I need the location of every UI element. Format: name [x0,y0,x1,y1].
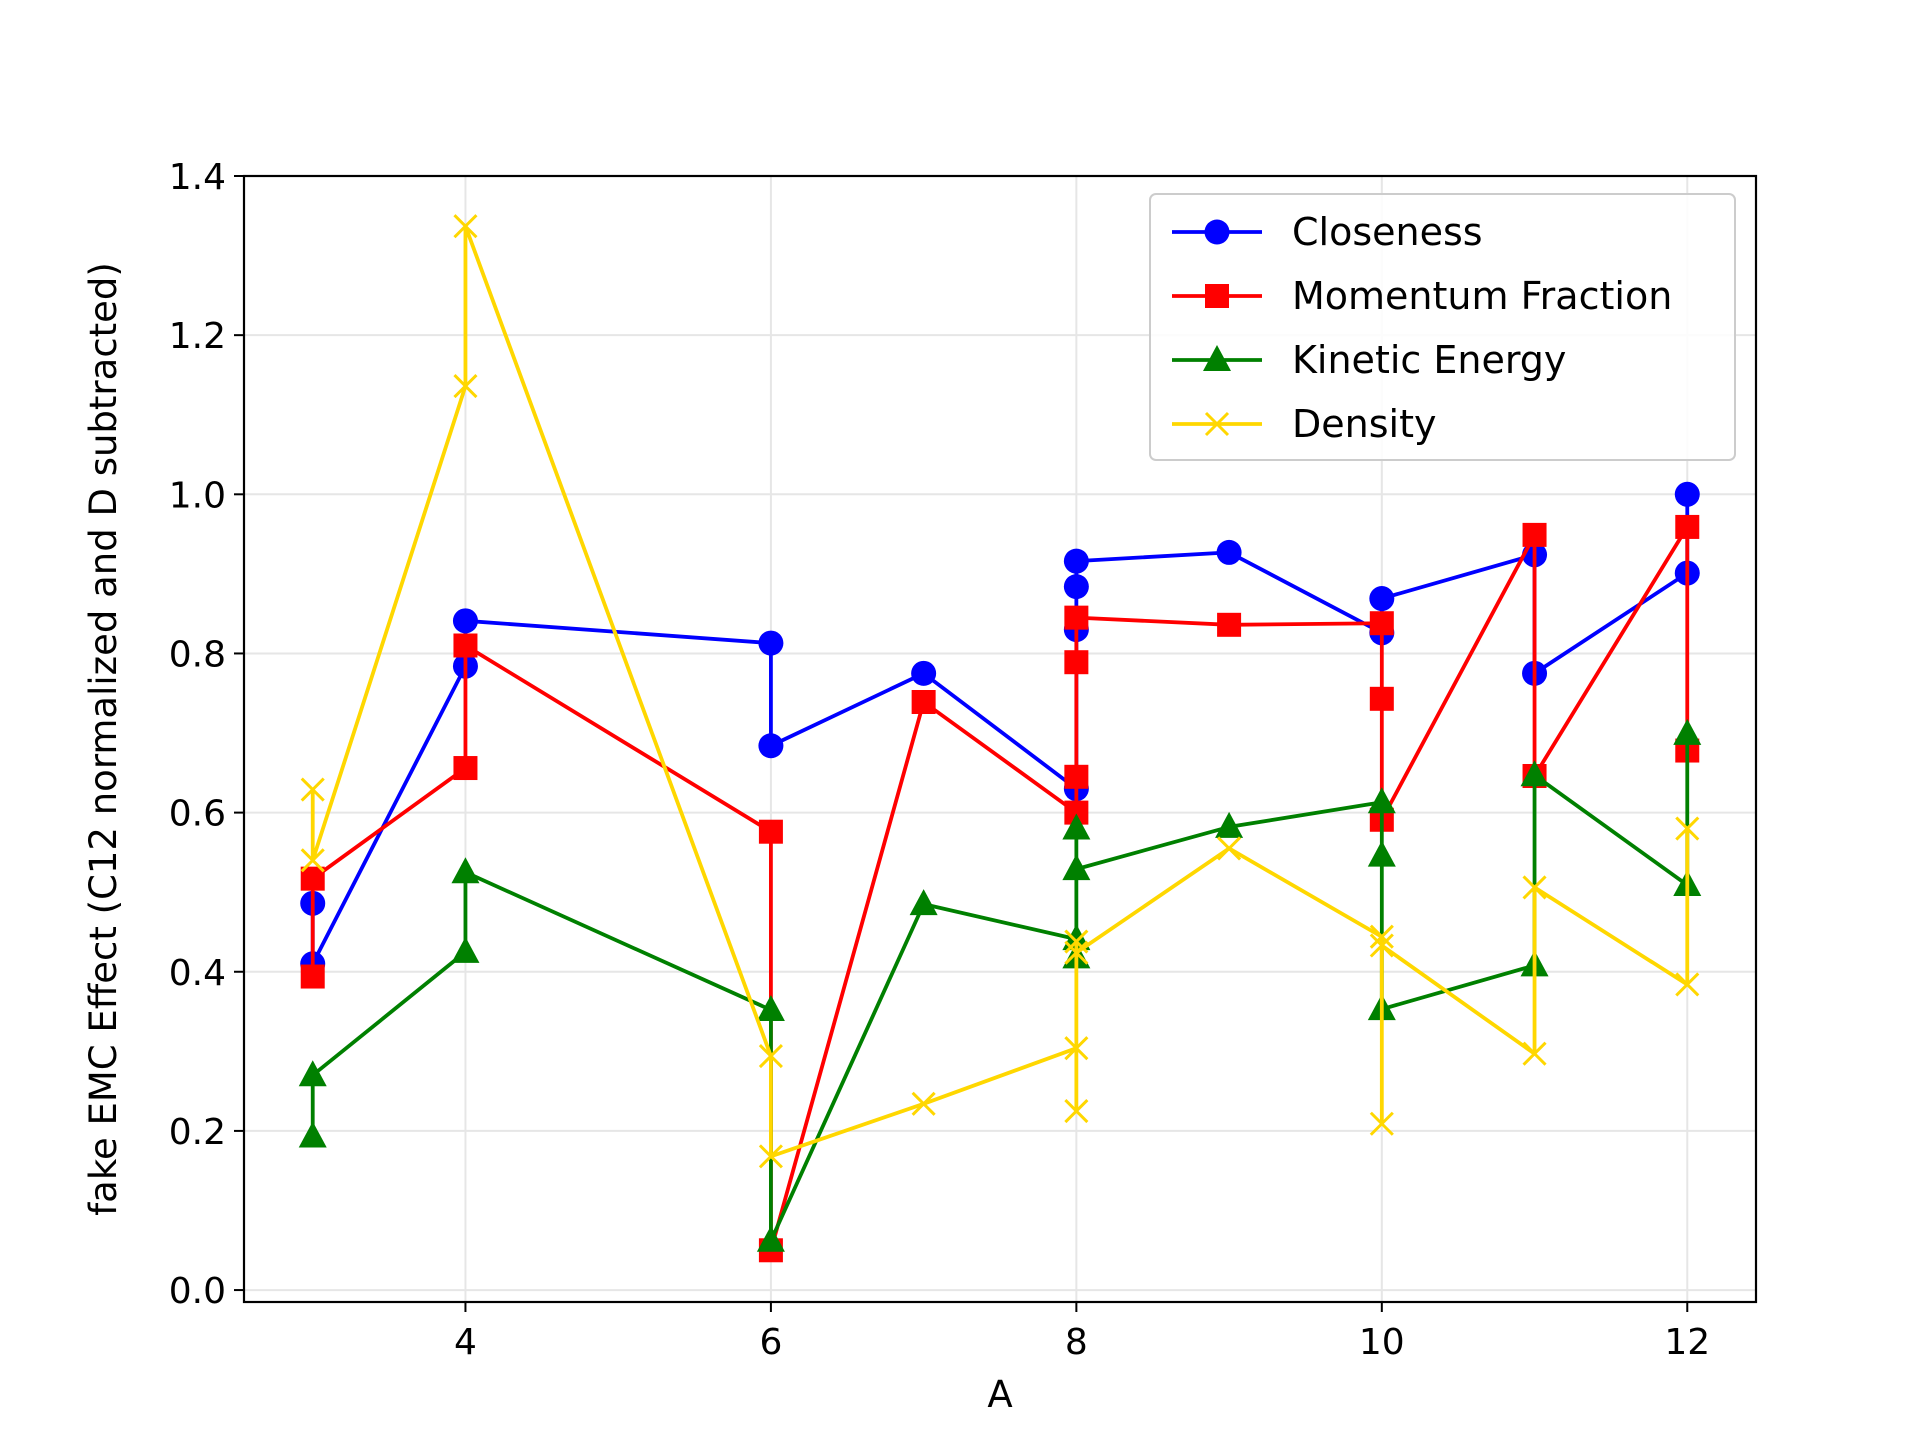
data-point-momentum-fraction [1675,514,1700,539]
legend-marker-closeness [1204,219,1230,245]
data-point-density [1369,924,1394,949]
data-point-momentum-fraction [1522,522,1547,547]
data-point-closeness [1063,548,1089,574]
data-point-density [453,374,478,399]
data-point-momentum-fraction [453,633,478,658]
data-point-density [300,848,325,873]
y-tick-label: 1.0 [169,475,226,516]
series-density [300,214,1700,1169]
y-axis-label: fake EMC Effect (C12 normalized and D su… [82,262,125,1216]
data-point-momentum-fraction [1369,686,1394,711]
data-point-kinetic-energy [1367,840,1396,867]
data-point-kinetic-energy [1367,787,1396,814]
data-point-momentum-fraction [758,819,783,844]
data-point-kinetic-energy [298,1121,327,1148]
y-tick-label: 0.4 [169,953,226,994]
legend-item-momentum-fraction: Momentum Fraction [1172,274,1672,318]
y-tick-label: 1.2 [169,316,226,357]
x-tick-label: 4 [454,1322,477,1363]
data-point-density [1217,836,1242,861]
legend-marker-kinetic-energy [1203,345,1231,371]
data-point-density [1064,1098,1089,1124]
legend-marker-momentum-fraction [1205,284,1229,308]
x-tick-label: 12 [1664,1322,1710,1363]
legend-label-density: Density [1292,402,1436,446]
data-point-kinetic-energy [451,936,480,963]
data-point-density [1369,933,1394,958]
y-tick-label: 0.2 [169,1112,226,1153]
data-point-closeness [1216,539,1242,565]
legend-marker-density [1204,411,1230,437]
data-point-kinetic-energy [298,1060,327,1087]
data-point-closeness [758,630,784,656]
legend-box [1149,193,1736,461]
data-point-kinetic-energy [451,857,480,884]
data-point-closeness [1369,586,1395,612]
x-tick-label: 6 [759,1322,782,1363]
data-point-kinetic-energy [1673,718,1702,745]
legend-label-kinetic-energy: Kinetic Energy [1292,338,1566,382]
data-point-density [758,1144,783,1169]
data-point-momentum-fraction [453,756,478,781]
legend-label-momentum-fraction: Momentum Fraction [1292,274,1672,318]
data-point-momentum-fraction [1217,612,1242,637]
y-tick-label: 0.6 [169,794,226,835]
x-tick-label: 10 [1359,1322,1405,1363]
data-point-momentum-fraction [911,689,936,714]
x-tick-label: 8 [1065,1322,1088,1363]
data-point-density [1522,1041,1547,1066]
data-point-density [1064,940,1089,965]
data-point-closeness [911,660,937,686]
data-point-density [1369,1111,1394,1136]
legend: Closeness Momentum Fraction Kinetic Energy… [1149,193,1736,461]
data-point-momentum-fraction [1064,605,1089,630]
data-point-density [300,777,325,802]
legend-item-closeness: Closeness [1172,210,1483,254]
series-layer [298,214,1702,1263]
data-point-density [1675,816,1700,841]
data-point-closeness [1674,481,1700,507]
plot-frame [242,174,1758,1304]
data-point-density [1675,972,1700,997]
x-axis-label: A [987,1373,1012,1416]
data-point-density [758,1044,783,1069]
data-point-momentum-fraction [1369,611,1394,636]
legend-item-kinetic-energy: Kinetic Energy [1172,338,1566,382]
data-point-density [911,1091,936,1116]
data-point-density [1064,929,1089,954]
data-point-density [1522,875,1547,900]
data-point-kinetic-energy [909,889,938,916]
legend-item-density: Density [1172,402,1436,446]
data-point-density [1064,1036,1089,1061]
data-point-kinetic-energy [1062,813,1091,840]
data-point-closeness [1063,574,1089,600]
data-point-momentum-fraction [1064,764,1089,789]
data-point-momentum-fraction [1064,650,1089,675]
data-point-kinetic-energy [756,1225,785,1252]
data-point-momentum-fraction [300,964,325,989]
data-point-closeness [758,733,784,759]
y-tick-label: 1.4 [169,157,226,198]
data-point-kinetic-energy [1215,811,1244,838]
data-point-density [453,214,478,239]
data-point-kinetic-energy [1062,854,1091,881]
axis-ticks: 4 6 8 10 12 0.0 0.2 0.4 0.6 0.8 1.0 1.2 1.4 [169,157,1710,1363]
y-tick-label: 0.8 [169,634,226,675]
y-tick-label: 0.0 [169,1271,226,1312]
data-point-kinetic-energy [756,994,785,1021]
data-point-kinetic-energy [1520,760,1549,787]
legend-label-closeness: Closeness [1292,210,1483,254]
data-point-momentum-fraction [300,866,325,891]
data-point-closeness [452,608,478,634]
